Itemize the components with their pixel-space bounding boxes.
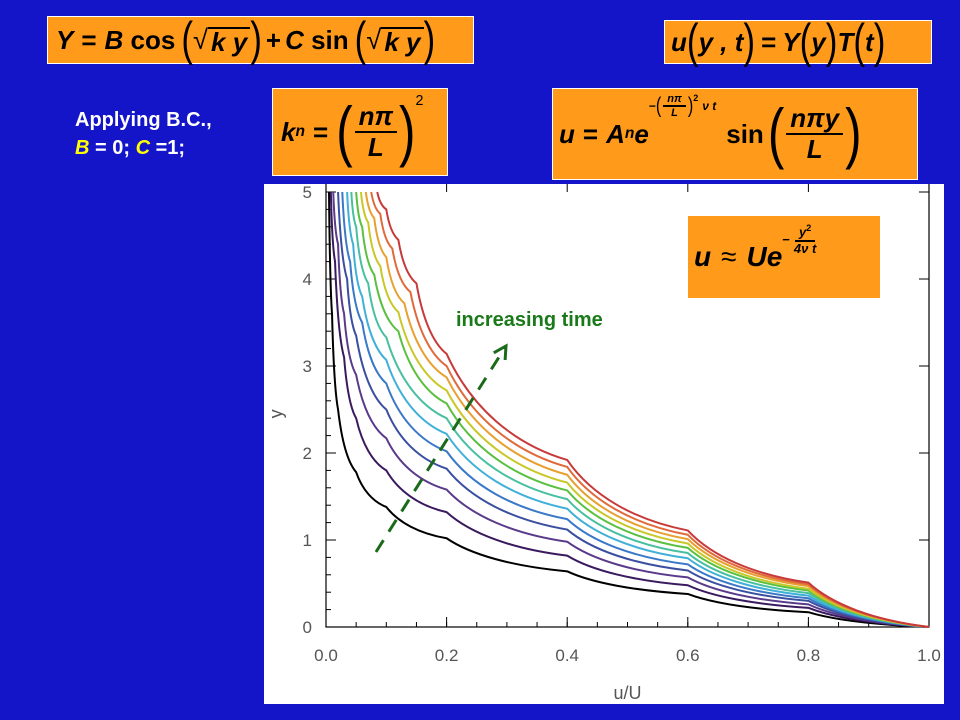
arrow-head <box>493 343 508 361</box>
velocity-profile-plot: 0.0 0.2 0.4 0.6 0.8 1.0 0 1 2 3 4 5 u/U y increasin… <box>264 181 944 704</box>
profile-curve-2 <box>329 191 930 628</box>
chart-svg: 0.0 0.2 0.4 0.6 0.8 1.0 0 1 2 3 4 5 u/U y increasin… <box>266 181 941 703</box>
x-axis-label: u/U <box>613 683 641 703</box>
general-solution-equation: Y = B cos ( √ k y ) + C sin ( √ k y ) <box>47 16 474 64</box>
y-tick-label: 1 <box>303 531 312 550</box>
profile-curve-11 <box>370 191 930 628</box>
bc-line2: B = 0; C =1; <box>75 137 186 159</box>
profile-curve-5 <box>341 191 930 628</box>
y-tick-label: 3 <box>303 357 312 376</box>
profile-curve-1 <box>328 191 930 628</box>
x-tick-label: 1.0 <box>917 646 941 665</box>
eq-lhs: Y <box>56 24 74 55</box>
bc-line1: Applying B.C., <box>75 109 212 131</box>
profile-curve-7 <box>350 191 930 628</box>
profile-curve-4 <box>337 191 930 628</box>
y-tick-label: 4 <box>303 270 312 289</box>
x-tick-label: 0.2 <box>435 646 459 665</box>
profile-curve-6 <box>346 191 930 628</box>
profile-curve-8 <box>355 191 930 628</box>
arrow-shaft <box>374 345 508 553</box>
x-tick-label: 0.4 <box>555 646 579 665</box>
similarity-solution-equation: u ≈ Ue − y2 4ν t <box>688 216 880 298</box>
boundary-condition-text: Applying B.C., B = 0; C =1; <box>75 106 212 162</box>
increasing-time-label: increasing time <box>456 309 603 331</box>
y-tick-label: 2 <box>303 444 312 463</box>
x-tick-label: 0.6 <box>676 646 700 665</box>
y-axis-label: y <box>266 409 286 418</box>
profile-curve-3 <box>332 191 930 628</box>
x-tick-label: 0.0 <box>314 646 338 665</box>
profile-curve-9 <box>359 191 930 628</box>
x-tick-label: 0.8 <box>797 646 821 665</box>
separation-equation: u (y , t) = Y (y) T (t) <box>664 18 932 66</box>
y-tick-label: 5 <box>303 184 312 202</box>
profile-curve-12 <box>376 191 930 628</box>
y-tick-label: 0 <box>303 618 312 637</box>
increasing-time-arrow <box>374 343 508 553</box>
profile-curve-10 <box>364 191 930 628</box>
